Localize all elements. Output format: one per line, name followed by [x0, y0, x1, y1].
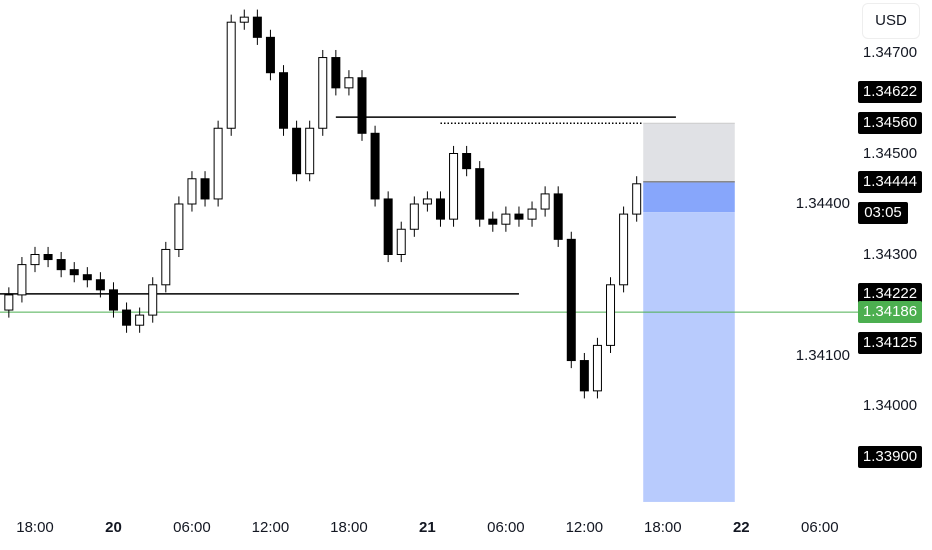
candle-body [422, 198, 432, 205]
candle-body [148, 284, 158, 316]
x-tick-label: 18:00 [330, 519, 368, 536]
x-tick-label: 06:00 [487, 519, 525, 536]
candle-body [200, 178, 210, 200]
price-label: 1.34622 [858, 80, 922, 103]
filled-profit-zone [643, 181, 735, 213]
candle-body [449, 153, 459, 220]
price-label: 1.33900 [858, 445, 922, 468]
candle-body [161, 248, 171, 286]
price-label: 1.34222 [858, 282, 922, 305]
candle-body [462, 153, 472, 170]
x-tick-label: 06:00 [173, 519, 211, 536]
y-tick-label: 1.34300 [862, 245, 918, 263]
x-tick-label: 22 [732, 519, 750, 536]
candle-body [344, 77, 354, 89]
candle-body [265, 36, 275, 74]
x-tick-label: 06:00 [801, 519, 839, 536]
candle-body [501, 213, 511, 225]
candle-body [135, 314, 145, 326]
candle-body [69, 269, 79, 276]
candle-body [252, 16, 262, 38]
y-tick-label: 1.34000 [862, 397, 918, 414]
candle-body [632, 183, 642, 215]
x-tick-label: 18:00 [16, 519, 54, 536]
candle-body [318, 57, 328, 129]
candle-body [292, 127, 302, 175]
candle-body [56, 259, 66, 271]
y-tick-label: 1.34400 [795, 195, 850, 212]
price-label: 1.34125 [858, 331, 922, 354]
candle-body [30, 254, 40, 266]
x-tick-label: 18:00 [644, 519, 682, 536]
candle-body [213, 127, 223, 200]
candle-body [174, 203, 184, 250]
candle-body [305, 127, 315, 175]
candle-body [475, 168, 485, 220]
candle-body [606, 284, 616, 346]
bar-countdown: 03:05 [858, 202, 908, 224]
candle-body [43, 254, 53, 261]
candle-body [592, 344, 602, 392]
candle-body [82, 274, 92, 281]
candle-body [383, 198, 393, 255]
candle-body [527, 208, 537, 220]
currency-button[interactable]: USD [862, 3, 920, 39]
candle-body [553, 193, 563, 240]
candle-body [370, 132, 380, 200]
x-tick-label: 12:00 [565, 519, 604, 536]
x-tick-label: 12:00 [251, 519, 290, 536]
x-tick-label: 21 [419, 519, 436, 536]
candle-body [619, 213, 629, 286]
candle-body [435, 198, 445, 220]
candle-body [239, 16, 249, 23]
candle-body [4, 294, 14, 311]
candle-body [17, 264, 27, 296]
price-label: 1.34186 [858, 301, 922, 324]
price-label: 1.34560 [858, 112, 922, 135]
y-tick-label: 1.34700 [862, 43, 918, 61]
candle-body [357, 77, 367, 134]
target-zone [643, 212, 735, 502]
candle-body [396, 228, 406, 255]
y-tick-label: 1.34100 [795, 346, 850, 364]
price-label: 1.34444 [858, 170, 922, 193]
candle-body [279, 72, 289, 129]
candle-body [108, 289, 118, 311]
candle-body [122, 309, 132, 326]
candle-body [540, 193, 550, 210]
candle-body [226, 21, 236, 129]
candle-body [579, 360, 589, 392]
candle-body [566, 238, 576, 362]
candle-body [95, 279, 105, 291]
x-tick-label: 20 [105, 519, 122, 536]
candle-body [331, 57, 341, 89]
candle-body [514, 213, 524, 220]
candle-body [187, 178, 197, 205]
candle-body [488, 218, 498, 225]
candle-body [409, 203, 419, 230]
y-tick-label: 1.34500 [862, 144, 918, 162]
stop-zone [643, 123, 735, 182]
